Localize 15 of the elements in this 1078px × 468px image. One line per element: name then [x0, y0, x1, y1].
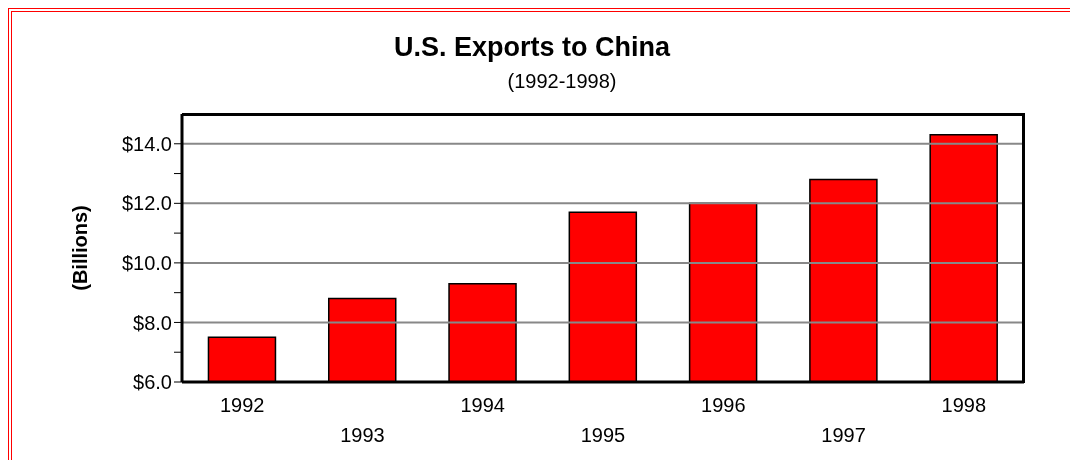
y-tick-label: $8.0 [133, 311, 172, 334]
x-tick-label: 1992 [219, 394, 265, 416]
y-tick-label: $6.0 [133, 371, 172, 394]
y-tick-label: $10.0 [121, 251, 172, 274]
chart-subtitle: (1992-1998) [506, 70, 618, 93]
y-axis-title: (Billions) [69, 205, 92, 291]
x-tick-label: 1998 [941, 394, 987, 416]
y-tick-label: $14.0 [121, 132, 172, 155]
x-tick-label: 1994 [460, 394, 505, 416]
x-tick-label: 1996 [701, 394, 746, 416]
x-tick-label: 1995 [580, 424, 626, 446]
chart-title: U.S. Exports to China [393, 32, 672, 63]
x-tick-label: 1997 [821, 424, 866, 446]
x-tick-label: 1993 [340, 424, 385, 446]
y-tick-label: $12.0 [121, 192, 172, 215]
